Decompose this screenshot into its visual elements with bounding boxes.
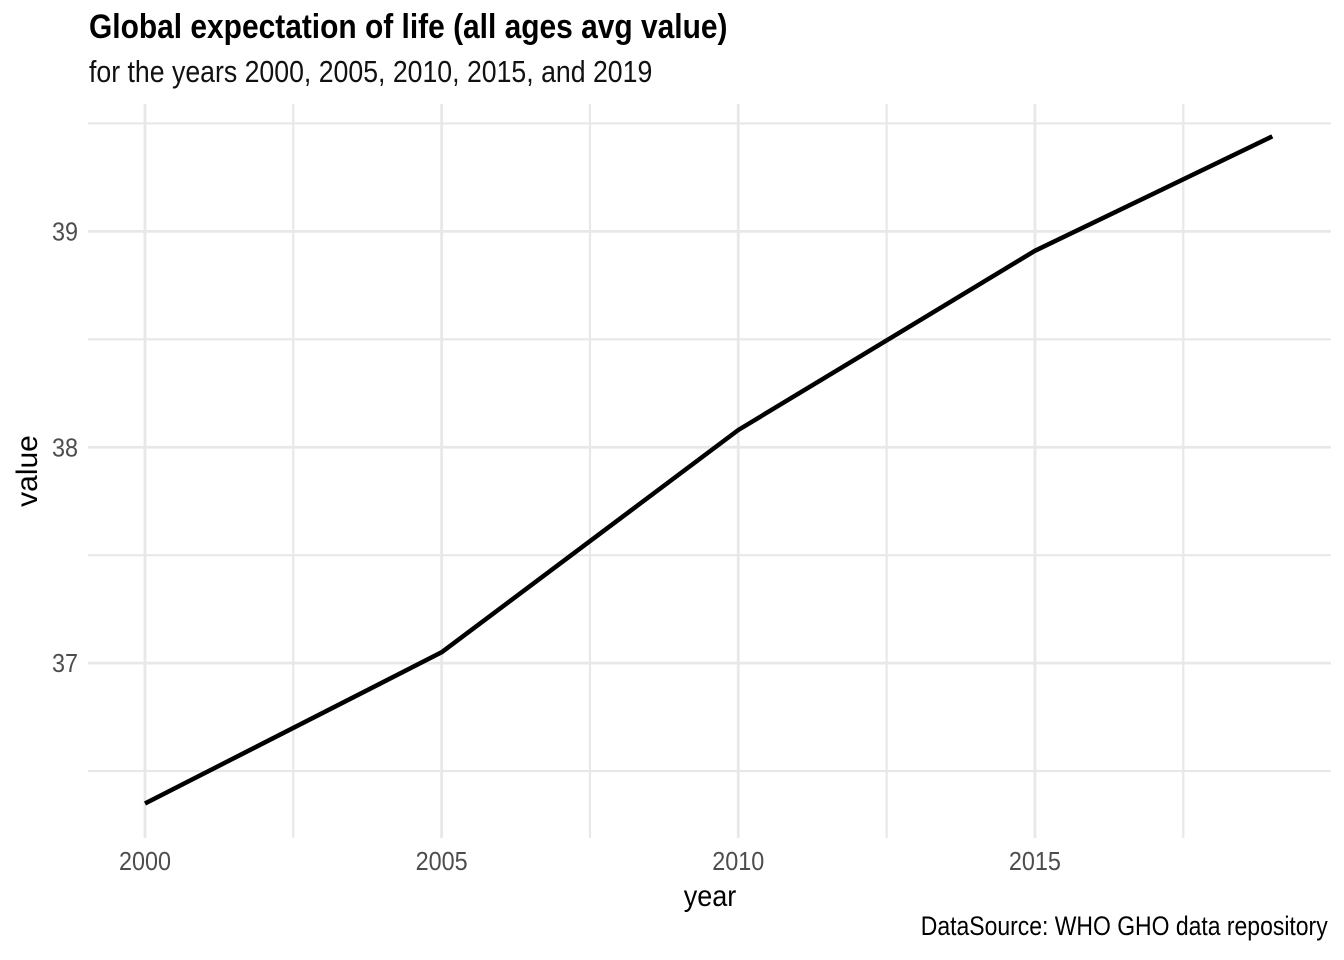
chart-subtitle: for the years 2000, 2005, 2010, 2015, an… — [89, 54, 653, 89]
x-tick-label: 2010 — [712, 846, 764, 876]
x-tick-label: 2000 — [119, 846, 171, 876]
chart-title: Global expectation of life (all ages avg… — [89, 8, 728, 46]
y-tick-label: 37 — [52, 648, 78, 678]
x-axis-title: year — [683, 880, 737, 913]
y-tick-label: 39 — [52, 216, 78, 246]
x-tick-label: 2015 — [1009, 846, 1061, 876]
x-tick-label: 2005 — [416, 846, 468, 876]
data-line — [143, 134, 1274, 806]
y-axis-title: value — [11, 435, 44, 507]
chart-caption: DataSource: WHO GHO data repository — [921, 911, 1328, 941]
y-tick-label: 38 — [52, 432, 78, 462]
